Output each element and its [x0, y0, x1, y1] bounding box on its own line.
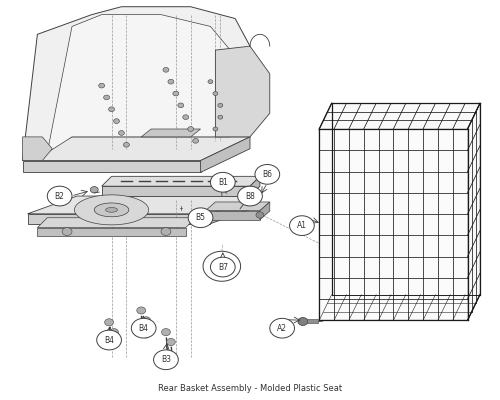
Circle shape: [218, 115, 223, 119]
Polygon shape: [206, 211, 260, 220]
Polygon shape: [22, 137, 250, 160]
Polygon shape: [94, 203, 129, 217]
Text: B8: B8: [245, 192, 255, 200]
Circle shape: [132, 318, 156, 338]
Circle shape: [114, 119, 119, 124]
Circle shape: [161, 228, 171, 236]
Circle shape: [178, 103, 184, 108]
Text: B3: B3: [161, 355, 171, 364]
Circle shape: [48, 186, 72, 206]
Text: B7: B7: [218, 262, 228, 272]
Polygon shape: [200, 137, 250, 172]
Circle shape: [98, 83, 104, 88]
Text: B5: B5: [196, 213, 205, 222]
Circle shape: [210, 257, 235, 277]
Circle shape: [188, 127, 194, 131]
Circle shape: [166, 338, 175, 346]
Text: B4: B4: [138, 324, 148, 333]
Circle shape: [104, 319, 114, 326]
Circle shape: [162, 328, 170, 336]
Circle shape: [90, 186, 98, 193]
Circle shape: [238, 186, 262, 206]
Polygon shape: [206, 202, 270, 211]
Circle shape: [270, 318, 294, 338]
Circle shape: [110, 328, 118, 336]
Polygon shape: [74, 195, 148, 225]
Circle shape: [170, 358, 175, 362]
Polygon shape: [250, 176, 260, 196]
Circle shape: [188, 208, 213, 228]
Circle shape: [208, 80, 213, 84]
Text: B2: B2: [54, 192, 64, 200]
Polygon shape: [48, 15, 230, 153]
Circle shape: [183, 115, 188, 120]
Circle shape: [96, 330, 122, 350]
Polygon shape: [141, 129, 201, 137]
Circle shape: [62, 228, 72, 236]
Polygon shape: [22, 160, 201, 172]
Polygon shape: [22, 7, 250, 160]
Circle shape: [142, 317, 150, 324]
Circle shape: [255, 164, 280, 184]
Polygon shape: [38, 228, 186, 236]
Text: Rear Basket Assembly - Molded Plastic Seat: Rear Basket Assembly - Molded Plastic Se…: [158, 384, 342, 393]
Text: A2: A2: [277, 324, 287, 333]
Polygon shape: [260, 202, 270, 220]
Circle shape: [139, 326, 143, 330]
Circle shape: [163, 68, 169, 72]
Circle shape: [112, 344, 116, 348]
Circle shape: [298, 318, 308, 326]
Circle shape: [290, 216, 314, 236]
Text: B4: B4: [104, 336, 114, 344]
Polygon shape: [216, 46, 270, 137]
Circle shape: [108, 107, 114, 112]
Circle shape: [106, 336, 112, 340]
Polygon shape: [102, 176, 260, 186]
Text: B1: B1: [218, 178, 228, 187]
Circle shape: [213, 127, 218, 131]
Circle shape: [173, 91, 179, 96]
Circle shape: [213, 92, 218, 96]
Text: A1: A1: [297, 221, 307, 230]
Polygon shape: [28, 214, 210, 224]
Circle shape: [137, 307, 145, 314]
Circle shape: [168, 79, 174, 84]
Circle shape: [165, 350, 170, 354]
Polygon shape: [468, 103, 480, 320]
Circle shape: [118, 130, 124, 135]
Polygon shape: [106, 208, 118, 212]
Polygon shape: [22, 137, 52, 160]
Circle shape: [256, 212, 264, 218]
Text: B6: B6: [262, 170, 272, 179]
Polygon shape: [38, 218, 196, 228]
Polygon shape: [210, 196, 260, 224]
Polygon shape: [307, 319, 318, 324]
Circle shape: [144, 334, 148, 338]
Circle shape: [104, 95, 110, 100]
Polygon shape: [319, 129, 468, 320]
Circle shape: [154, 350, 178, 370]
Circle shape: [218, 103, 223, 107]
Circle shape: [210, 172, 235, 192]
Polygon shape: [203, 251, 240, 281]
Circle shape: [242, 196, 252, 204]
Polygon shape: [102, 186, 250, 196]
Polygon shape: [28, 196, 260, 214]
Circle shape: [192, 138, 198, 143]
Circle shape: [124, 142, 130, 147]
Polygon shape: [319, 103, 480, 129]
